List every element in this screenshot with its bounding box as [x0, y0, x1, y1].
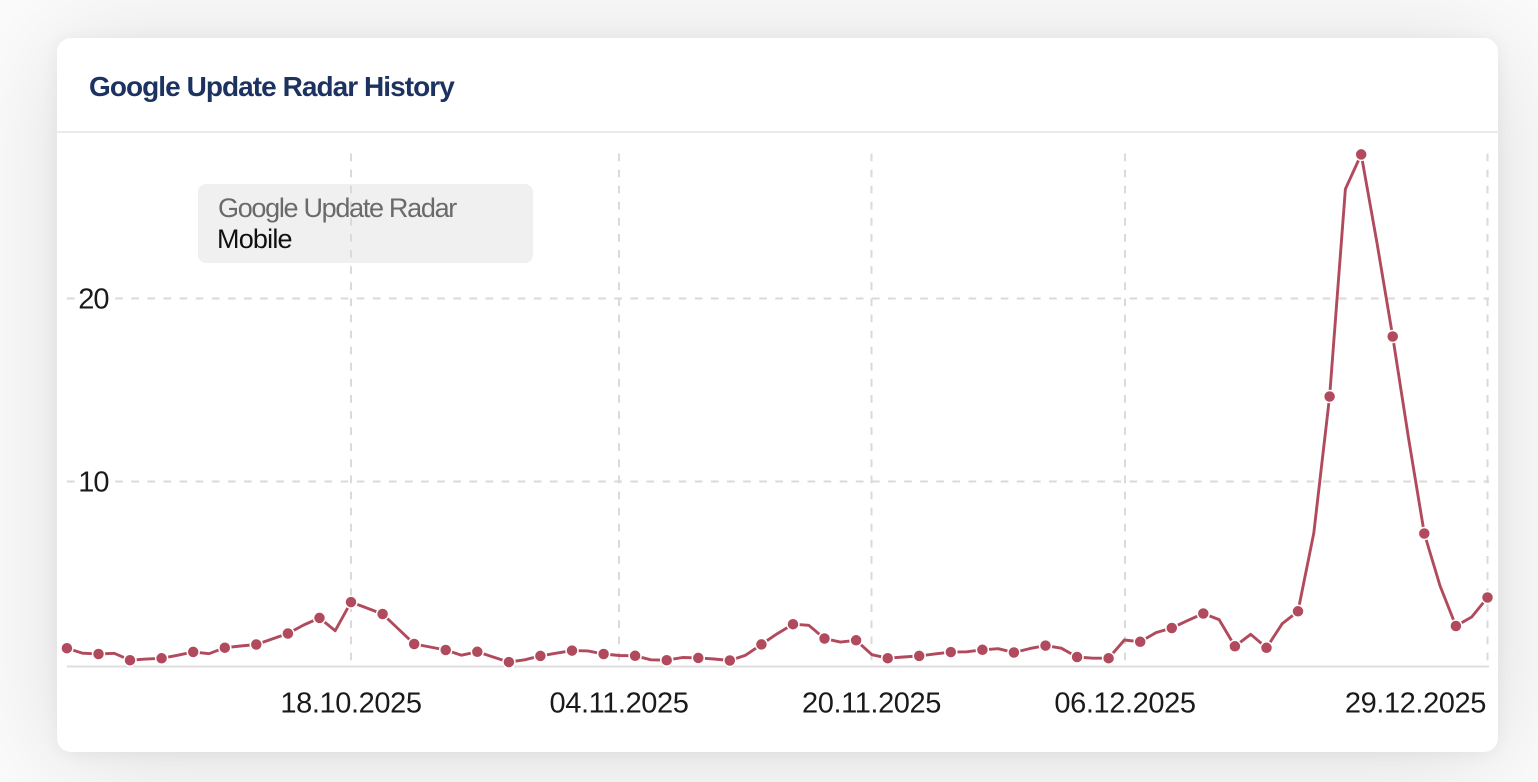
svg-text:20: 20 [78, 284, 108, 316]
svg-text:10: 10 [78, 467, 108, 499]
svg-text:06.12.2025: 06.12.2025 [1054, 688, 1195, 720]
svg-text:20.11.2025: 20.11.2025 [802, 688, 941, 720]
svg-text:29.12.2025: 29.12.2025 [1345, 688, 1486, 720]
svg-text:04.11.2025: 04.11.2025 [550, 688, 689, 720]
svg-text:18.10.2025: 18.10.2025 [280, 688, 421, 720]
